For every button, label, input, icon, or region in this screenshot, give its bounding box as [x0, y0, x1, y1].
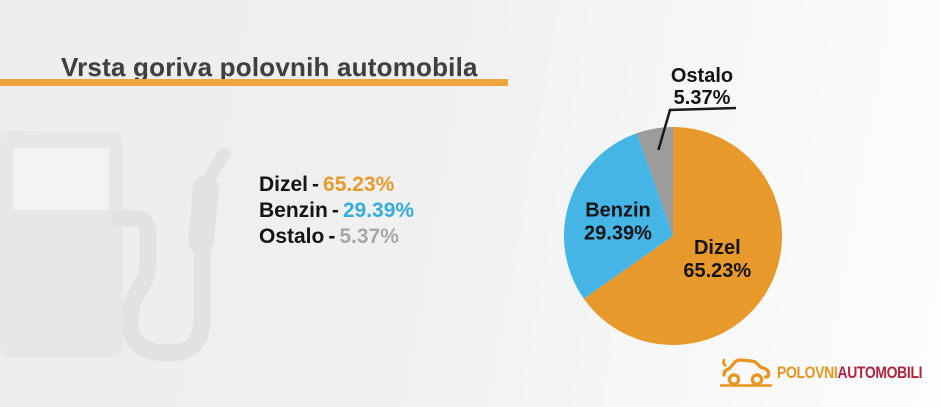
pie-slice-dizel [583, 127, 782, 345]
legend-separator: - [331, 199, 339, 222]
legend-label: Dizel [259, 173, 309, 196]
page-title: Vrsta goriva polovnih automobila [61, 52, 478, 82]
callout-label-value: 5.37% [674, 87, 731, 109]
brand-name-secondary: AUTOMOBILI [837, 363, 923, 382]
callout-label-ostalo: Ostalo [671, 65, 733, 87]
callout-line [657, 106, 737, 151]
legend-item-dizel: Dizel -65.23% [259, 172, 414, 198]
brand-logo: POLOVNIAUTOMOBILI [720, 355, 940, 391]
legend-item-benzin: Benzin -29.39% [259, 198, 414, 224]
legend-label: Ostalo [259, 225, 325, 248]
pie-label-dizel: Dizel [694, 237, 741, 259]
legend-value: 5.37% [339, 225, 399, 248]
brand-name-primary: POLOVNI [777, 363, 838, 382]
legend-value: 29.39% [342, 199, 415, 222]
legend-separator: - [328, 225, 336, 248]
legend-label: Benzin [259, 199, 328, 222]
pie-slice-ostalo [636, 127, 673, 236]
car-outline-icon [720, 358, 773, 387]
legend-separator: - [312, 173, 320, 196]
pie-label-value: 65.23% [683, 260, 751, 282]
title-accent-bar [0, 79, 508, 86]
pie-label-value: 29.39% [584, 222, 652, 244]
fuel-pump-icon [0, 131, 231, 362]
legend: Dizel -65.23% Benzin -29.39% Ostalo -5.37% [259, 172, 414, 250]
pie-slice-benzin [563, 133, 673, 299]
pie-chart: Dizel 65.23% Benzin 29.39% Ostalo 5.37% [540, 50, 940, 360]
pie-label-benzin: Benzin [585, 199, 651, 221]
legend-value: 65.23% [323, 173, 395, 196]
brand-logo-text: POLOVNIAUTOMOBILI [777, 363, 923, 383]
legend-item-ostalo: Ostalo -5.37% [259, 224, 414, 250]
